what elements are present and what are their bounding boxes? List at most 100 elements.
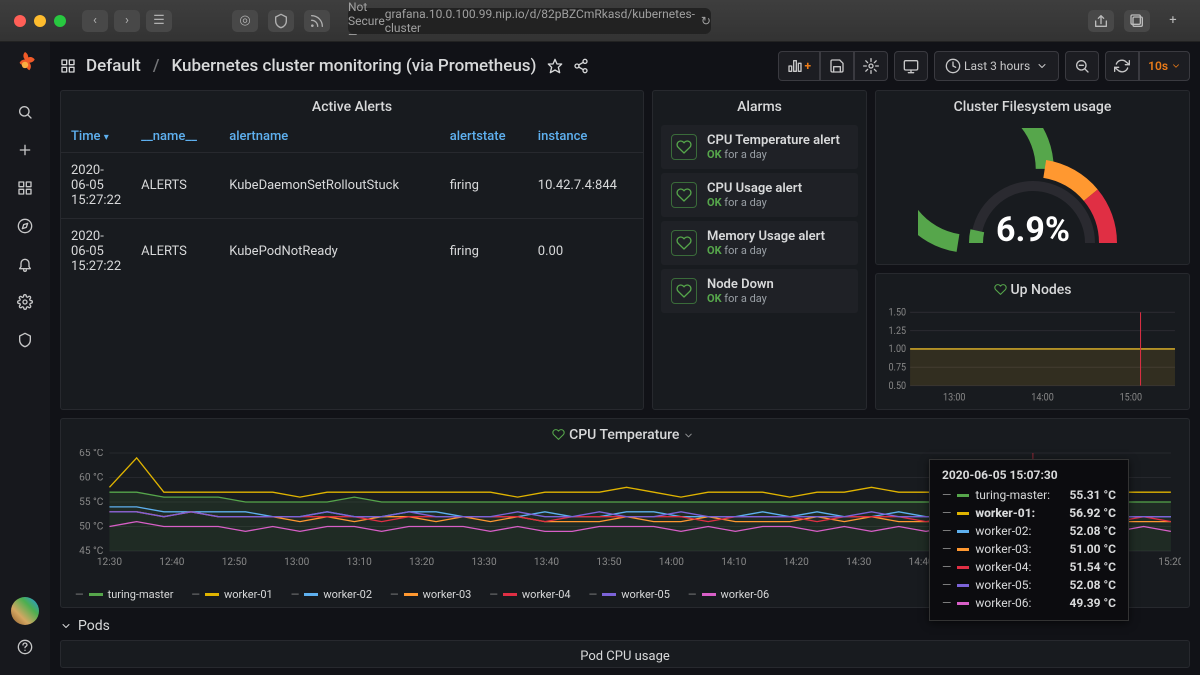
share-icon[interactable]	[573, 58, 589, 74]
svg-text:1.50: 1.50	[889, 308, 907, 319]
minimize-icon[interactable]	[34, 15, 46, 27]
legend-item[interactable]: —turing-master	[75, 588, 173, 601]
alarms-panel: Alarms CPU Temperature alertOK for a day…	[652, 90, 867, 410]
url-prefix: Not Secure —	[348, 0, 385, 42]
url-bar[interactable]: Not Secure — grafana.10.0.100.99.nip.io/…	[348, 8, 711, 34]
compass-icon[interactable]	[7, 208, 43, 244]
alarm-status: OK for a day	[707, 196, 802, 209]
cpu-temperature-panel: CPU Temperature 65 °C60 °C55 °C50 °C45 °…	[60, 418, 1190, 608]
settings-button[interactable]	[854, 51, 888, 81]
svg-text:14:10: 14:10	[721, 557, 747, 568]
shield-icon[interactable]: ◎	[232, 10, 258, 32]
svg-text:15:00: 15:00	[1120, 392, 1142, 403]
svg-text:1.00: 1.00	[889, 344, 907, 355]
svg-text:65 °C: 65 °C	[79, 449, 104, 459]
timerange-picker[interactable]: Last 3 hours	[934, 51, 1059, 81]
gauge: 6.9%	[918, 128, 1148, 258]
section-label: Pods	[78, 618, 110, 634]
svg-text:14:00: 14:00	[659, 557, 685, 568]
alarm-title: CPU Temperature alert	[707, 133, 840, 148]
zoom-out-button[interactable]	[1065, 51, 1099, 81]
breadcrumb-root[interactable]: Default	[86, 56, 141, 76]
legend-item[interactable]: —worker-04	[489, 588, 570, 601]
legend-item[interactable]: —worker-01	[191, 588, 272, 601]
shield-icon[interactable]	[7, 322, 43, 358]
svg-text:12:30: 12:30	[97, 557, 123, 568]
svg-text:13:00: 13:00	[284, 557, 310, 568]
share-icon[interactable]	[1088, 10, 1114, 32]
panel-title: Up Nodes	[876, 274, 1189, 304]
sidebar	[0, 42, 50, 675]
tabs-icon[interactable]	[1124, 10, 1150, 32]
topbar: Default / Kubernetes cluster monitoring …	[60, 42, 1190, 90]
dashboard-icon[interactable]	[60, 58, 76, 74]
column-header[interactable]: alertstate	[440, 121, 528, 153]
heart-icon	[671, 134, 697, 160]
search-icon[interactable]	[7, 94, 43, 130]
svg-text:14:30: 14:30	[846, 557, 872, 568]
alarm-item[interactable]: Node DownOK for a day	[661, 269, 858, 313]
rss-icon[interactable]	[304, 10, 330, 32]
refresh-interval[interactable]: 10s	[1139, 51, 1190, 81]
page-title[interactable]: Kubernetes cluster monitoring (via Prome…	[171, 56, 536, 76]
svg-text:13:30: 13:30	[471, 557, 497, 568]
gear-icon[interactable]	[7, 284, 43, 320]
star-icon[interactable]	[547, 58, 563, 74]
svg-text:13:10: 13:10	[347, 557, 373, 568]
sidebar-toggle[interactable]: ☰	[146, 10, 172, 32]
panel-title: Cluster Filesystem usage	[876, 91, 1189, 121]
privacy-icon[interactable]	[268, 10, 294, 32]
svg-text:15:20: 15:20	[1158, 557, 1181, 568]
legend-item[interactable]: —worker-02	[291, 588, 372, 601]
legend-item[interactable]: —worker-06	[688, 588, 769, 601]
grafana-logo[interactable]	[9, 50, 41, 82]
alerts-table: Time ▾__name__alertnamealertstateinstanc…	[61, 121, 643, 284]
svg-text:0.75: 0.75	[889, 362, 907, 373]
window-controls[interactable]	[14, 15, 66, 27]
legend-item[interactable]: —worker-05	[589, 588, 670, 601]
refresh-button[interactable]	[1105, 51, 1139, 81]
column-header[interactable]: __name__	[131, 121, 219, 153]
help-icon[interactable]	[7, 629, 43, 665]
active-alerts-panel: Active Alerts Time ▾__name__alertnameale…	[60, 90, 644, 410]
alarm-status: OK for a day	[707, 292, 774, 305]
upnodes-chart: 1.501.251.000.750.5013:0014:0015:00	[880, 308, 1181, 405]
alarm-title: Node Down	[707, 277, 774, 292]
heart-icon	[671, 230, 697, 256]
url-text: grafana.10.0.100.99.nip.io/d/82pBZCmRkas…	[385, 7, 695, 35]
save-button[interactable]	[820, 51, 854, 81]
table-row[interactable]: 2020-06-0515:27:22ALERTSKubePodNotReadyf…	[61, 219, 643, 285]
legend-item[interactable]: —worker-03	[390, 588, 471, 601]
svg-text:12:50: 12:50	[222, 557, 248, 568]
tv-mode-button[interactable]	[894, 51, 928, 81]
plus-icon[interactable]	[7, 132, 43, 168]
bell-icon[interactable]	[7, 246, 43, 282]
svg-text:13:50: 13:50	[596, 557, 622, 568]
alarm-item[interactable]: Memory Usage alertOK for a day	[661, 221, 858, 265]
svg-text:12:40: 12:40	[159, 557, 185, 568]
apps-icon[interactable]	[7, 170, 43, 206]
alarm-item[interactable]: CPU Temperature alertOK for a day	[661, 125, 858, 169]
svg-text:6.9%: 6.9%	[995, 210, 1069, 250]
panel-title: Alarms	[653, 91, 866, 121]
alarm-item[interactable]: CPU Usage alertOK for a day	[661, 173, 858, 217]
column-header[interactable]: Time ▾	[61, 121, 131, 153]
back-button[interactable]: ‹	[82, 10, 108, 32]
forward-button[interactable]: ›	[114, 10, 140, 32]
avatar[interactable]	[11, 597, 39, 625]
timerange-label: Last 3 hours	[964, 59, 1030, 73]
svg-text:50 °C: 50 °C	[79, 522, 104, 533]
table-row[interactable]: 2020-06-0515:27:22ALERTSKubeDaemonSetRol…	[61, 153, 643, 219]
svg-text:14:00: 14:00	[1031, 392, 1053, 403]
heart-icon	[671, 182, 697, 208]
panel-title[interactable]: CPU Temperature	[61, 419, 1189, 449]
column-header[interactable]: instance	[528, 121, 643, 153]
column-header[interactable]: alertname	[219, 121, 439, 153]
add-panel-button[interactable]: +	[778, 51, 821, 81]
svg-text:13:20: 13:20	[409, 557, 435, 568]
maximize-icon[interactable]	[54, 15, 66, 27]
breadcrumb[interactable]: Default / Kubernetes cluster monitoring …	[86, 56, 537, 76]
new-tab-button[interactable]: +	[1160, 10, 1186, 32]
alarm-title: CPU Usage alert	[707, 181, 802, 196]
close-icon[interactable]	[14, 15, 26, 27]
